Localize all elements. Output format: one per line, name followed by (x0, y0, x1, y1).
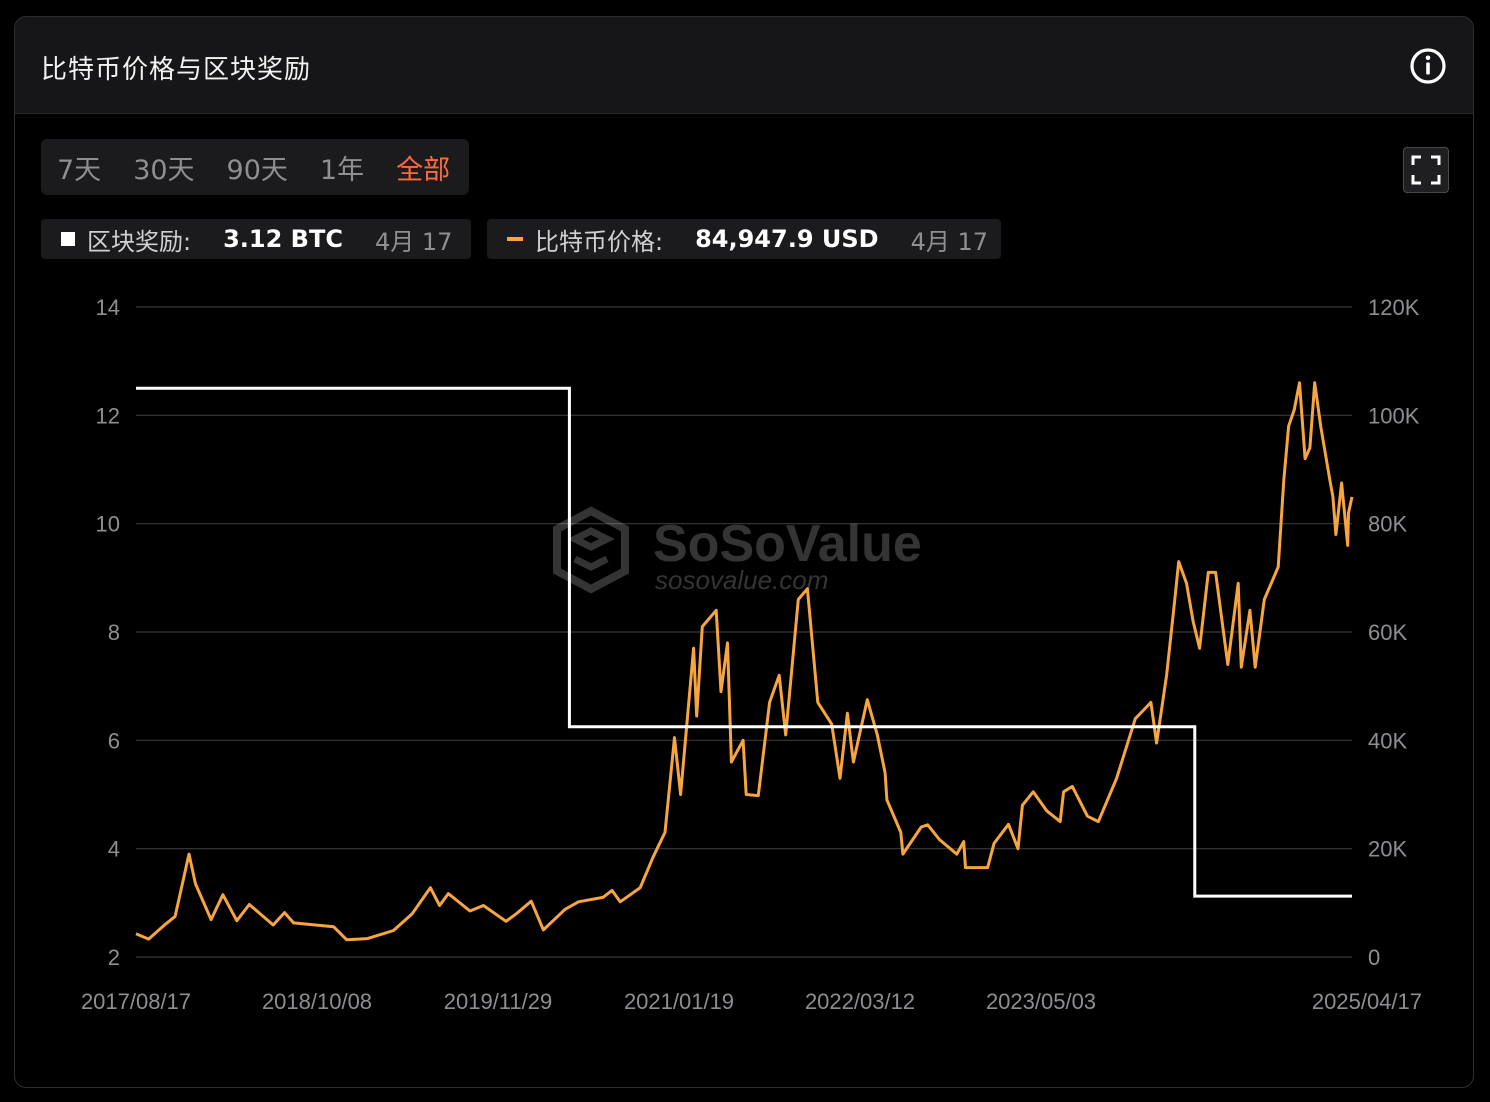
right-axis-labels: 120K 100K 80K 60K 40K 20K 0 (1368, 295, 1420, 970)
price-label: 比特币价格: (535, 227, 664, 256)
x-axis-tick-label: 2019/11/29 (444, 989, 552, 1014)
watermark: SoSoValue sosovalue.com (553, 506, 922, 595)
price-swatch (507, 237, 523, 241)
info-circle-icon[interactable] (1409, 47, 1447, 85)
card-header: 比特币价格与区块奖励 (15, 17, 1473, 114)
watermark-url: sosovalue.com (655, 565, 828, 595)
price-value: 84,947.9 USD (695, 225, 879, 253)
reward-label: 区块奖励: (87, 227, 192, 256)
expand-icon (1411, 155, 1441, 185)
x-axis-tick-label: 2023/05/03 (986, 989, 1096, 1014)
tab-90d[interactable]: 90天 (226, 154, 288, 186)
price-series-line (135, 381, 1354, 942)
price-date: 4月 17 (910, 227, 989, 256)
left-axis-tick-label: 4 (108, 837, 120, 862)
x-axis-labels: 2017/08/17 2018/10/08 2019/11/29 2021/01/19… (81, 989, 1422, 1014)
chart-card: 比特币价格与区块奖励 7天 30天 90天 1年 全部 区块奖励: 3.12 B… (14, 16, 1474, 1088)
right-axis-tick-label: 120K (1368, 295, 1420, 320)
right-axis-tick-label: 80K (1368, 512, 1407, 537)
legend-price: 比特币价格: 84,947.9 USD 4月 17 (487, 219, 1001, 259)
right-axis-tick-label: 100K (1368, 403, 1420, 428)
fullscreen-button[interactable] (1403, 147, 1449, 193)
left-axis-tick-label: 10 (96, 512, 120, 537)
right-axis-tick-label: 60K (1368, 620, 1407, 645)
reward-series-line (136, 386, 1352, 898)
right-axis-tick-label: 20K (1368, 837, 1407, 862)
left-axis-tick-label: 8 (108, 620, 120, 645)
tab-1y[interactable]: 1年 (319, 154, 365, 186)
time-range-tabs: 7天 30天 90天 1年 全部 (41, 139, 469, 195)
legend-reward: 区块奖励: 3.12 BTC 4月 17 (41, 219, 471, 259)
tab-30d[interactable]: 30天 (133, 154, 195, 186)
right-axis-tick-label: 0 (1368, 945, 1380, 970)
reward-value: 3.12 BTC (223, 225, 343, 253)
sosovalue-logo-icon (553, 506, 629, 594)
grid-lines (136, 306, 1352, 958)
left-axis-tick-label: 6 (108, 728, 120, 753)
card-title: 比特币价格与区块奖励 (41, 55, 312, 85)
watermark-brand: SoSoValue (653, 515, 922, 573)
reward-swatch (61, 232, 75, 246)
left-axis-tick-label: 2 (108, 945, 120, 970)
x-axis-tick-label: 2022/03/12 (805, 989, 915, 1014)
left-axis-tick-label: 12 (96, 403, 120, 428)
tab-7d[interactable]: 7天 (57, 154, 102, 186)
x-axis-tick-label: 2017/08/17 (81, 989, 191, 1014)
x-axis-tick-label: 2021/01/19 (624, 989, 734, 1014)
left-axis-tick-label: 14 (96, 295, 120, 320)
x-axis-tick-label: 2025/04/17 (1312, 989, 1422, 1014)
x-axis-tick-label: 2018/10/08 (262, 989, 372, 1014)
reward-date: 4月 17 (374, 227, 453, 256)
right-axis-tick-label: 40K (1368, 728, 1407, 753)
tab-all[interactable]: 全部 (396, 154, 451, 186)
left-axis-labels: 14 12 10 8 6 4 2 (96, 295, 120, 970)
